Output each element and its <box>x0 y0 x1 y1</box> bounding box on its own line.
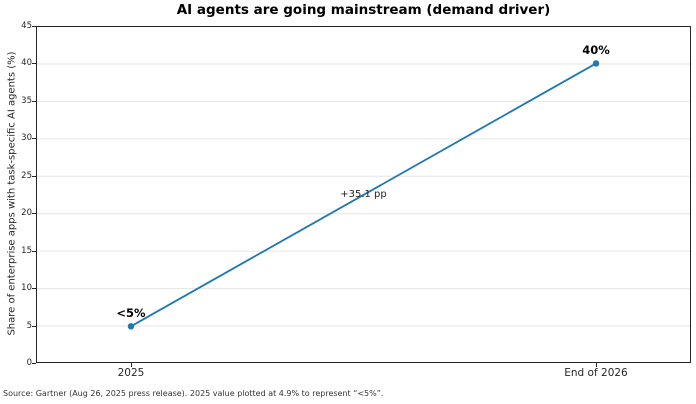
y-tick-mark <box>32 100 36 102</box>
x-tick-label: End of 2026 <box>564 367 628 379</box>
y-tick-label: 40 <box>21 58 32 69</box>
y-tick-mark <box>32 250 36 252</box>
y-tick-mark <box>32 288 36 290</box>
y-tick-label: 5 <box>26 320 32 331</box>
y-tick-label: 15 <box>21 245 32 256</box>
data-line <box>130 62 597 328</box>
plot-area <box>36 26 691 363</box>
x-tick-mark <box>596 363 598 367</box>
y-tick-label: 35 <box>21 95 32 106</box>
y-tick-mark <box>32 325 36 327</box>
y-tick-mark <box>32 26 36 27</box>
source-note: Source: Gartner (Aug 26, 2025 press rele… <box>3 389 384 398</box>
y-tick-mark <box>32 138 36 140</box>
y-axis-label: Share of enterprise apps with task-speci… <box>6 51 18 336</box>
y-tick-label: 45 <box>21 21 32 31</box>
data-point-marker <box>127 323 135 330</box>
y-tick-label: 25 <box>21 170 32 181</box>
data-point-marker <box>592 60 600 67</box>
chart-title: AI agents are going mainstream (demand d… <box>176 2 551 18</box>
x-tick-label: 2025 <box>117 367 145 379</box>
y-tick-label: 20 <box>21 208 32 219</box>
data-point-label: 40% <box>582 43 610 58</box>
y-tick-mark <box>32 175 36 177</box>
data-point-label: <5% <box>116 306 146 321</box>
x-tick-mark <box>130 363 132 367</box>
y-tick-label: 0 <box>26 358 32 368</box>
line-chart <box>36 26 691 363</box>
y-tick-label: 30 <box>21 133 32 144</box>
y-tick-mark <box>32 63 36 65</box>
y-tick-mark <box>32 213 36 215</box>
delta-annotation: +35.1 pp <box>340 188 387 200</box>
y-tick-label: 10 <box>21 283 32 294</box>
y-tick-mark <box>32 363 36 364</box>
plot-spines <box>36 26 691 363</box>
